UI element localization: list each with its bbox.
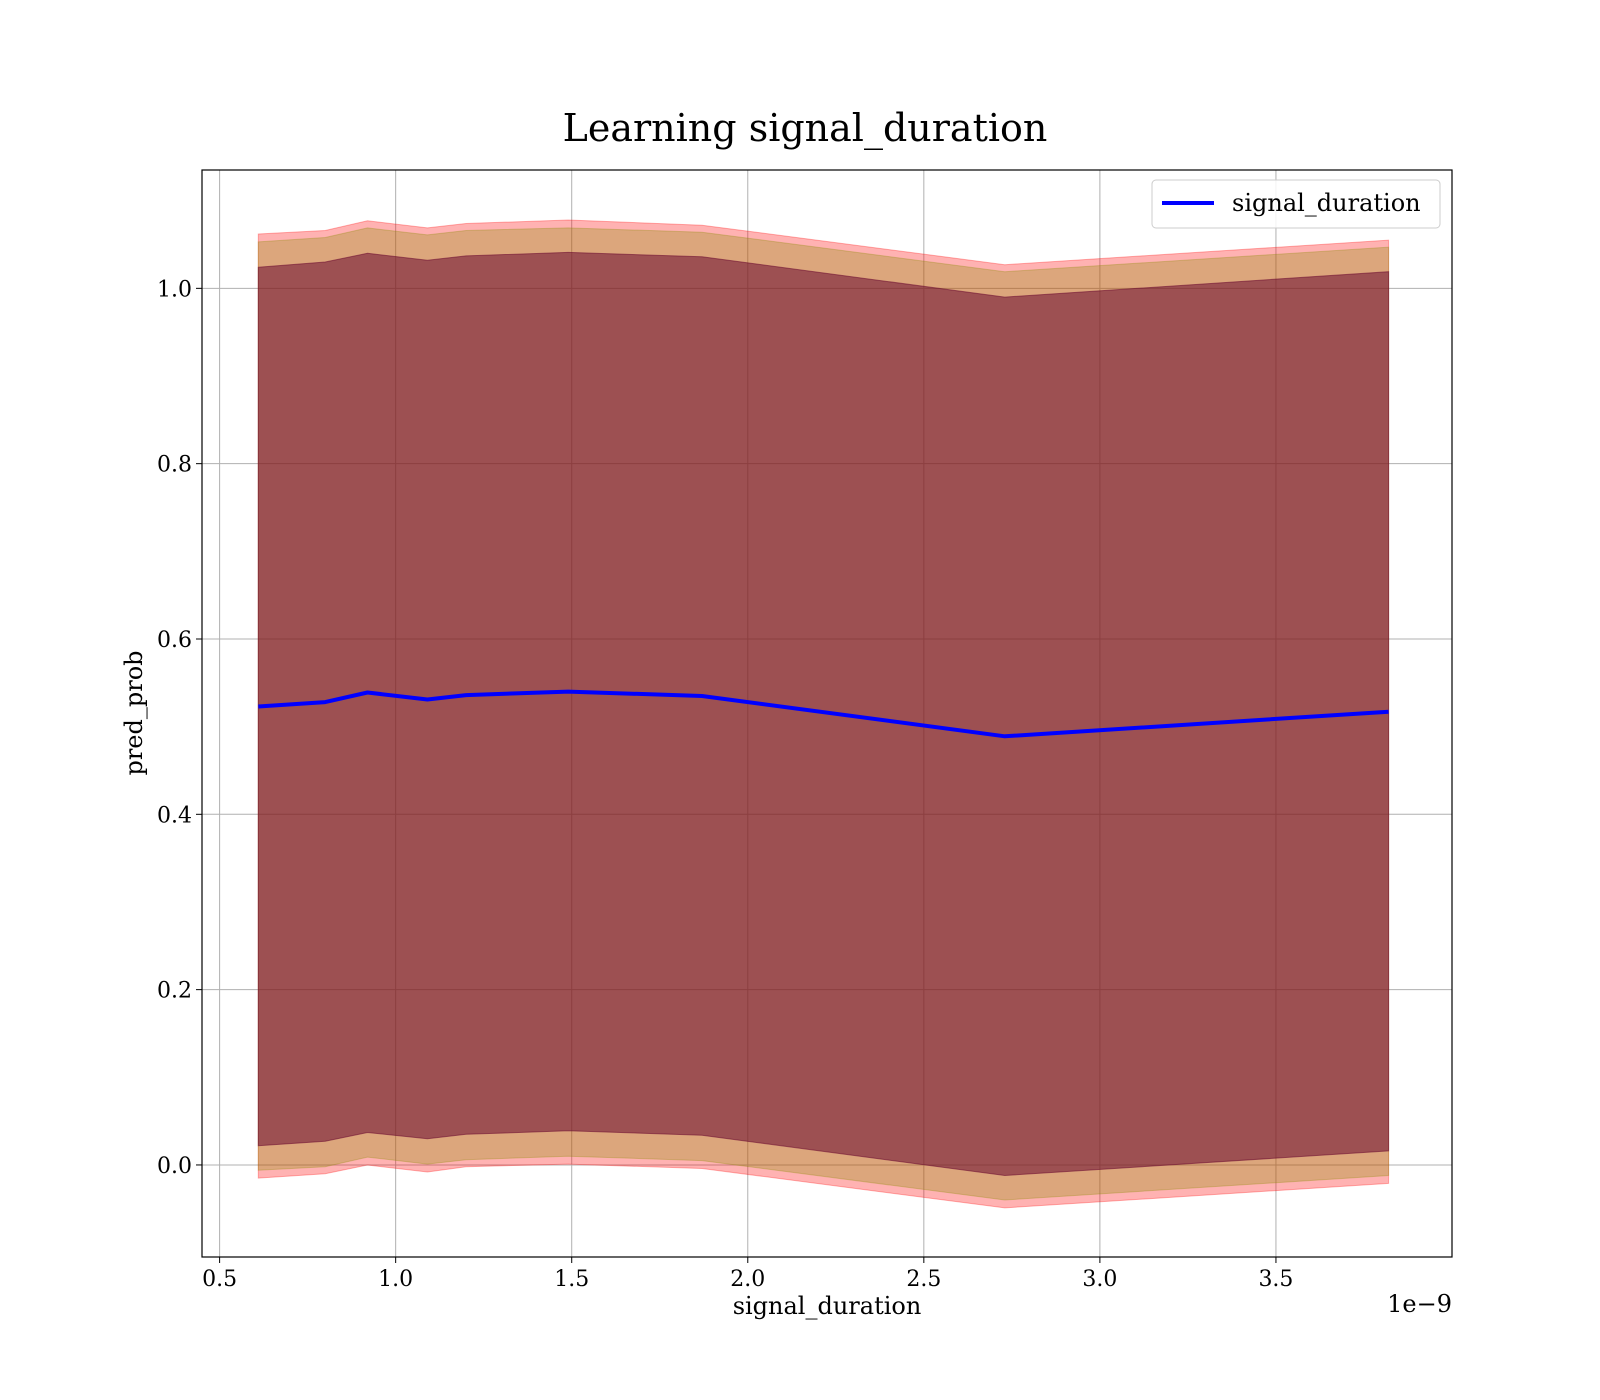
legend: signal_duration <box>1151 179 1441 229</box>
series-lines <box>258 689 1389 739</box>
y-tick-label: 0.4 <box>157 803 192 828</box>
series-line-signal-duration <box>258 689 1389 739</box>
y-tick-label: 0.0 <box>157 1154 192 1179</box>
x-tick-label: 1.5 <box>554 1267 589 1292</box>
y-axis-label: pred_prob <box>120 650 148 775</box>
x-tick-label: 3.5 <box>1258 1267 1293 1292</box>
y-tick-label: 1.0 <box>157 277 192 302</box>
x-axis-label: signal_duration <box>733 1292 922 1320</box>
y-axis-ticks: 0.0 0.2 0.4 0.6 0.8 1.0 <box>157 277 202 1179</box>
x-tick-label: 2.5 <box>906 1267 941 1292</box>
legend-label-signal-duration: signal_duration <box>1232 189 1421 217</box>
x-axis-ticks: 0.5 1.0 1.5 2.0 2.5 3.0 3.5 <box>202 1257 1293 1292</box>
x-axis-offset-text: 1e−9 <box>1387 1290 1452 1318</box>
legend-box <box>1151 179 1441 229</box>
y-tick-label: 0.6 <box>157 628 192 653</box>
plot-frame <box>201 169 1453 1258</box>
x-tick-label: 3.0 <box>1082 1267 1117 1292</box>
y-tick-label: 0.8 <box>157 453 192 478</box>
chart-title: Learning signal_duration <box>563 106 1048 151</box>
x-tick-label: 0.5 <box>202 1267 237 1292</box>
x-tick-label: 1.0 <box>378 1267 413 1292</box>
x-tick-label: 2.0 <box>730 1267 765 1292</box>
y-tick-label: 0.2 <box>157 979 192 1004</box>
